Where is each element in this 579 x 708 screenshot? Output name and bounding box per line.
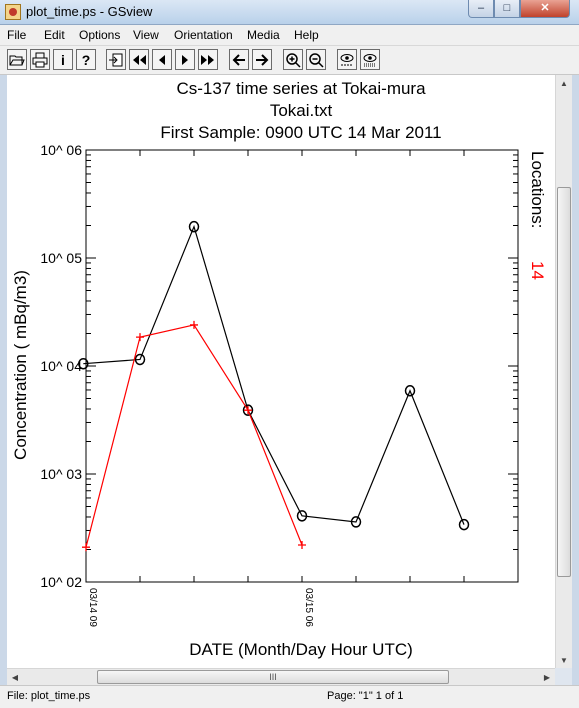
magnify-button[interactable] (360, 49, 380, 70)
text-extract-button[interactable] (337, 49, 357, 70)
zoom-in-button[interactable] (283, 49, 303, 70)
window-frame-left (0, 75, 7, 685)
status-bar: File: plot_time.ps Page: "1" 1 of 1 (0, 685, 579, 708)
status-file: File: plot_time.ps (7, 690, 91, 702)
y-tick-label: 10^ 05 (40, 250, 82, 266)
print-button[interactable] (30, 49, 50, 70)
help-icon: ? (81, 51, 91, 68)
open-icon (9, 55, 25, 65)
vertical-scrollbar[interactable]: ▲ ▼ (555, 75, 572, 668)
cs137-time-series-chart: Cs-137 time series at Tokai-mura Tokai.t… (11, 79, 547, 659)
scroll-right-arrow-icon[interactable]: ▶ (543, 672, 551, 682)
maximize-button[interactable]: □ (494, 0, 520, 18)
open-button[interactable] (7, 49, 27, 70)
menu-help[interactable]: Help (294, 28, 319, 42)
scroll-down-arrow-icon[interactable]: ▼ (560, 655, 568, 665)
menu-bar: File Edit Options View Orientation Media… (0, 25, 579, 46)
data-point-circle (296, 510, 308, 522)
scroll-left-arrow-icon[interactable]: ◀ (11, 672, 19, 682)
data-point-circle (350, 516, 362, 528)
x-axis: 03/14 09 03/15 06 (85, 150, 519, 627)
locations-label: Locations: (528, 151, 547, 229)
plot-frame (85, 149, 519, 583)
toolbar: i ? (0, 46, 579, 75)
data-point-circle (404, 384, 416, 397)
data-point-plus (136, 333, 144, 342)
y-tick-label: 10^ 03 (40, 466, 82, 482)
document-view[interactable]: Cs-137 time series at Tokai-mura Tokai.t… (7, 75, 555, 668)
forward-icon (256, 53, 269, 66)
series-line (83, 224, 465, 525)
window-frame-right (572, 75, 579, 685)
x-tick-label: 03/15 06 (303, 588, 314, 627)
data-point-plus (190, 320, 198, 329)
next-page-button[interactable] (175, 49, 195, 70)
goto-page-button[interactable] (106, 49, 126, 70)
data-point-circle (242, 404, 254, 416)
forward-button[interactable] (252, 49, 272, 70)
menu-file[interactable]: File (7, 28, 27, 42)
info-icon: i (61, 51, 65, 68)
scroll-up-arrow-icon[interactable]: ▲ (560, 78, 568, 88)
data-point-plus (298, 541, 306, 550)
horizontal-scrollbar[interactable]: ◀ III ▶ (7, 668, 555, 685)
last-page-button[interactable] (198, 49, 218, 70)
help-button[interactable]: ? (76, 49, 96, 70)
first-page-icon (133, 54, 146, 65)
menu-media[interactable]: Media (247, 28, 280, 42)
data-point-plus (244, 406, 252, 415)
goto-page-icon (109, 53, 123, 66)
data-point-circle (134, 353, 146, 366)
back-button[interactable] (229, 49, 249, 70)
print-icon (32, 52, 48, 67)
data-point-plus (82, 543, 90, 552)
minimize-button[interactable]: – (468, 0, 494, 18)
x-tick-label: 03/14 09 (87, 588, 98, 627)
menu-view[interactable]: View (133, 28, 159, 42)
close-button[interactable]: ✕ (520, 0, 570, 18)
text-extract-icon (340, 53, 354, 65)
zoom-in-icon (286, 52, 301, 68)
back-icon (232, 53, 245, 66)
menu-options[interactable]: Options (79, 28, 121, 42)
horizontal-scroll-thumb[interactable]: III (97, 670, 449, 684)
series-line (85, 324, 303, 548)
gsview-app-icon[interactable] (5, 4, 21, 20)
magnify-icon (363, 53, 377, 66)
first-page-button[interactable] (129, 49, 149, 70)
menu-orientation[interactable]: Orientation (174, 28, 233, 42)
next-page-icon (182, 54, 188, 65)
prev-page-button[interactable] (152, 49, 172, 70)
x-axis-label: DATE (Month/Day Hour UTC) (189, 640, 413, 659)
zoom-out-button[interactable] (306, 49, 326, 70)
zoom-out-icon (309, 52, 324, 68)
y-tick-label: 10^ 02 (40, 574, 82, 590)
last-page-icon (201, 54, 214, 65)
status-page: Page: "1" 1 of 1 (327, 690, 404, 702)
locations-count: 14 (528, 261, 547, 280)
chart-first-sample: First Sample: 0900 UTC 14 Mar 2011 (160, 123, 441, 142)
chart-title: Cs-137 time series at Tokai-mura (176, 79, 426, 98)
data-point-circle (78, 357, 89, 370)
vertical-scroll-thumb[interactable] (557, 187, 571, 577)
title-bar: plot_time.ps - GSview – □ ✕ (0, 0, 579, 25)
y-axis-label: Concentration ( mBq/m3) (11, 270, 30, 460)
prev-page-icon (159, 54, 165, 65)
series-layer (78, 220, 470, 552)
data-point-circle (188, 220, 200, 233)
y-tick-label: 10^ 06 (40, 142, 82, 158)
y-axis: 10^ 02 10^ 03 10^ 04 10^ 05 10^ 06 (40, 142, 518, 590)
window-title: plot_time.ps - GSview (26, 4, 153, 19)
menu-edit[interactable]: Edit (44, 28, 65, 42)
info-button[interactable]: i (53, 49, 73, 70)
data-point-circle (458, 518, 470, 531)
y-tick-label: 10^ 04 (40, 358, 82, 374)
chart-subtitle: Tokai.txt (270, 101, 333, 120)
